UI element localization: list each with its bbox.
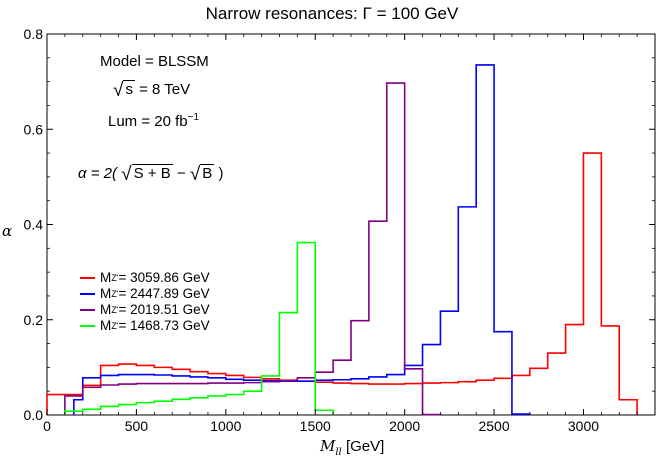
legend: M Z' = 3059.86 GeV M Z' = 2447.89 GeV M Z' … bbox=[80, 270, 210, 334]
y-tick-label: 0.8 bbox=[24, 26, 44, 42]
series-layer bbox=[46, 64, 638, 416]
x-axis-label-unit: [GeV] bbox=[345, 438, 385, 455]
y-tick-label: 0.2 bbox=[24, 312, 44, 328]
axis-layer: 0 500 1000 1500 2000 2500 3000 0.0 0.2 0.4 0.6 0.8 bbox=[24, 26, 656, 434]
series-line-2 bbox=[64, 82, 442, 416]
series-line-1 bbox=[73, 64, 531, 415]
annotation-alpha-lhs: α = 2( bbox=[78, 165, 117, 182]
y-axis-label: α bbox=[2, 222, 13, 240]
legend-swatch-purple bbox=[80, 309, 95, 311]
x-tick-label: 500 bbox=[125, 418, 149, 434]
annotation-alpha-arg2: B bbox=[200, 164, 215, 182]
annotation-sqrt-s-arg: s bbox=[123, 80, 135, 98]
legend-label-sub: Z' bbox=[111, 273, 119, 283]
x-tick-label: 2000 bbox=[389, 418, 420, 434]
chart-title: Narrow resonances: Γ = 100 GeV bbox=[205, 4, 459, 23]
annotation-lum: Lum = 20 fb−1 bbox=[108, 112, 199, 130]
legend-item: M Z' = 2019.51 GeV bbox=[80, 302, 210, 318]
y-tick-label: 0.0 bbox=[24, 407, 44, 423]
x-tick-label: 2500 bbox=[478, 418, 509, 434]
annotation-alpha-formula: α = 2( √ S + B − √ B ) bbox=[78, 164, 224, 185]
series-line-0 bbox=[46, 152, 638, 415]
legend-label-main: M bbox=[100, 318, 112, 333]
legend-label-rest: = 2447.89 GeV bbox=[118, 286, 210, 301]
annotation-lum-main: Lum = 20 fb bbox=[108, 113, 188, 130]
x-axis-label-var: M bbox=[320, 437, 336, 455]
annotation-sqrt-s-rest: = 8 TeV bbox=[134, 81, 191, 98]
legend-label-sub: Z' bbox=[111, 305, 119, 315]
legend-label-main: M bbox=[100, 302, 112, 317]
x-tick-label: 1000 bbox=[210, 418, 241, 434]
legend-item: M Z' = 3059.86 GeV bbox=[80, 270, 210, 286]
x-tick-label: 1500 bbox=[300, 418, 331, 434]
legend-swatch-blue bbox=[80, 293, 95, 295]
legend-label-sub: Z' bbox=[111, 321, 119, 331]
series-line-3 bbox=[64, 241, 334, 415]
annotation-lum-exp: −1 bbox=[187, 112, 200, 123]
x-tick-label: 3000 bbox=[568, 418, 599, 434]
legend-swatch-red bbox=[80, 277, 95, 279]
x-axis-label: Mll [GeV] bbox=[320, 437, 384, 458]
legend-swatch-green bbox=[80, 325, 95, 327]
legend-label-main: M bbox=[100, 270, 112, 285]
annotation-alpha-rhs: ) bbox=[218, 165, 224, 182]
legend-label-rest: = 3059.86 GeV bbox=[118, 270, 210, 285]
legend-label-rest: = 2019.51 GeV bbox=[118, 302, 210, 317]
annotation-sqrt-s: √ s = 8 TeV bbox=[113, 80, 191, 101]
y-tick-label: 0.4 bbox=[24, 217, 44, 233]
x-axis-label-sub: ll bbox=[335, 447, 342, 458]
legend-label-rest: = 1468.73 GeV bbox=[118, 318, 210, 333]
legend-item: M Z' = 2447.89 GeV bbox=[80, 286, 210, 302]
annotation-alpha-mid: − bbox=[172, 165, 190, 182]
annotation-model: Model = BLSSM bbox=[100, 53, 209, 70]
y-tick-label: 0.6 bbox=[24, 121, 44, 137]
legend-label-sub: Z' bbox=[111, 289, 119, 299]
x-tick-label: 0 bbox=[43, 418, 51, 434]
legend-label-main: M bbox=[100, 286, 112, 301]
annotation-alpha-arg1: S + B bbox=[131, 164, 173, 182]
legend-item: M Z' = 1468.73 GeV bbox=[80, 318, 210, 334]
